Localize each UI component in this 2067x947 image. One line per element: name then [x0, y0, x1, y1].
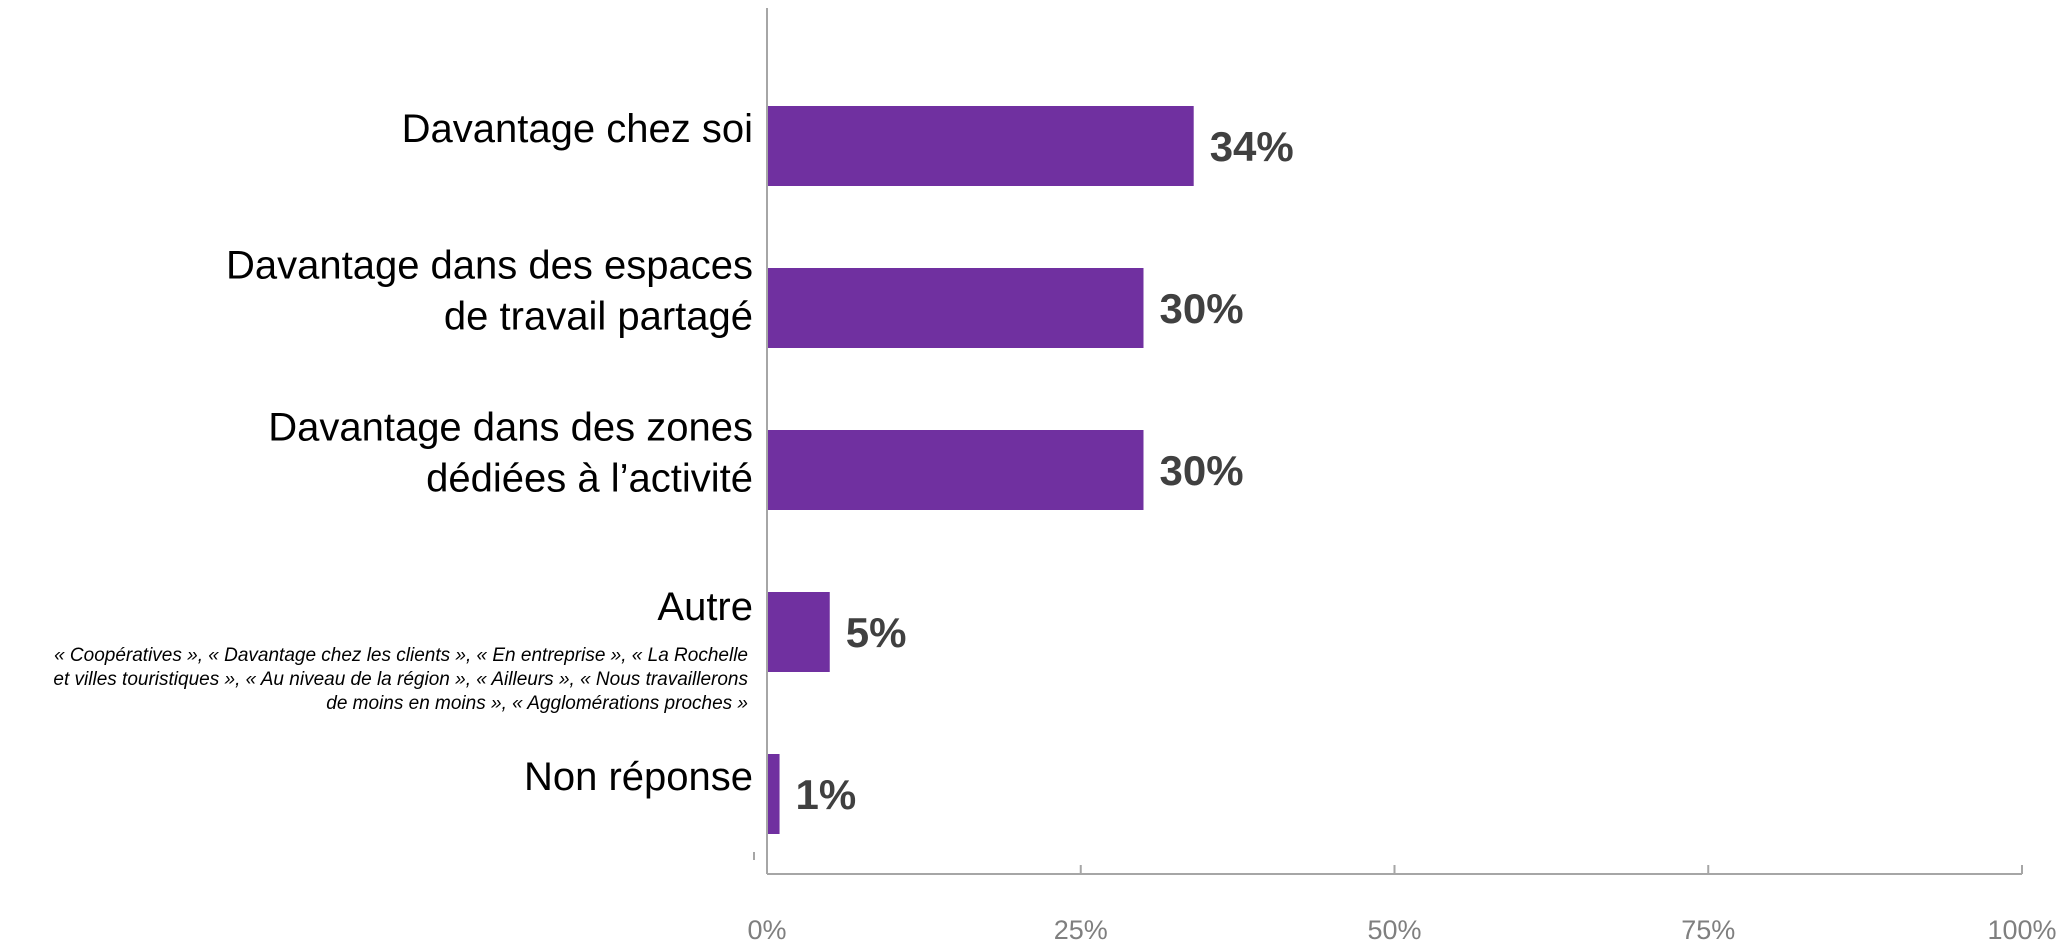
- x-tick-label: 100%: [1987, 915, 2056, 945]
- bars-group: [767, 106, 1194, 834]
- category-label: Non réponse: [524, 755, 753, 799]
- category-labels-group: Davantage chez soi Davantage dans des esp…: [53, 107, 753, 799]
- value-label: 1%: [796, 771, 857, 818]
- bar: [767, 268, 1144, 348]
- x-tick-label: 25%: [1054, 915, 1108, 945]
- category-label: Davantage chez soi: [402, 107, 753, 151]
- bar: [767, 754, 780, 834]
- category-label: Autre: [657, 585, 753, 629]
- value-labels-group: 34% 30% 30% 5% 1%: [796, 123, 1294, 818]
- bar: [767, 430, 1144, 510]
- value-label: 30%: [1160, 447, 1244, 494]
- x-axis: 0% 25% 50% 75% 100%: [747, 8, 2057, 945]
- value-label: 34%: [1210, 123, 1294, 170]
- bar: [767, 106, 1194, 186]
- category-label: Davantage dans des zones dédiées à l’acti…: [268, 406, 753, 501]
- category-note: « Coopératives », « Davantage chez les c…: [53, 645, 748, 714]
- category-label: Davantage dans des espaces de travail par…: [226, 244, 753, 339]
- x-tick-label: 0%: [747, 915, 786, 945]
- value-label: 30%: [1160, 285, 1244, 332]
- x-tick-label: 75%: [1681, 915, 1735, 945]
- value-label: 5%: [846, 609, 907, 656]
- x-tick-label: 50%: [1367, 915, 1421, 945]
- bar: [767, 592, 830, 672]
